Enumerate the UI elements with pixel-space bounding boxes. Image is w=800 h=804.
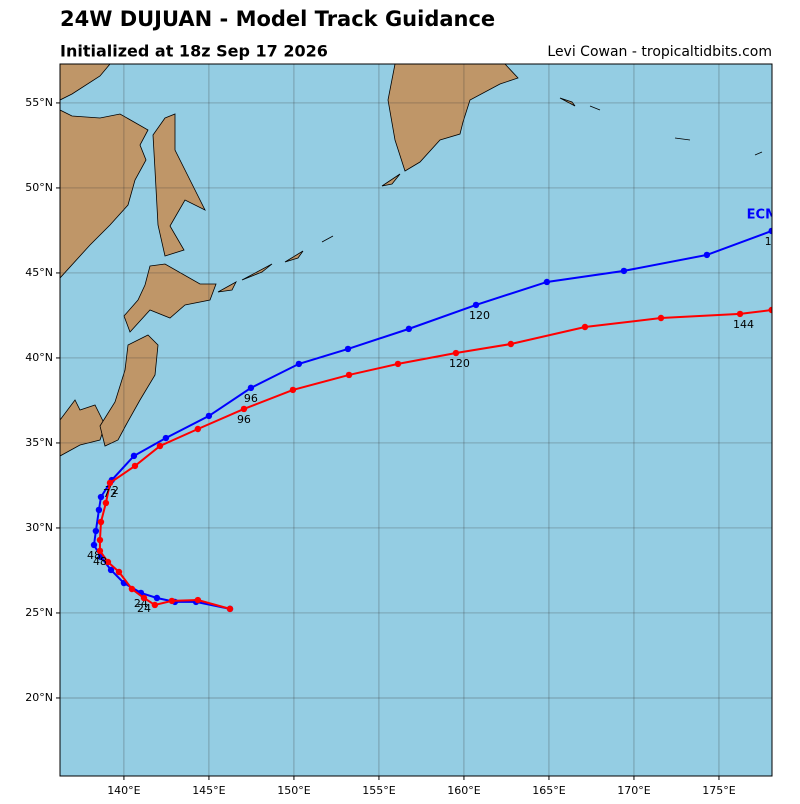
land bbox=[60, 64, 763, 457]
track-point bbox=[194, 596, 202, 604]
track-point bbox=[128, 585, 136, 593]
track-point bbox=[115, 568, 123, 576]
track-point bbox=[96, 547, 104, 555]
track-point bbox=[130, 452, 138, 460]
track-point bbox=[140, 594, 148, 602]
track-point bbox=[240, 405, 248, 413]
track-point bbox=[102, 499, 110, 507]
track-point bbox=[194, 425, 202, 433]
track-point bbox=[394, 360, 402, 368]
track-point bbox=[507, 340, 515, 348]
x-tick-label: 155°E bbox=[362, 784, 395, 797]
track-point bbox=[344, 345, 352, 353]
track-point bbox=[153, 594, 161, 602]
track-point bbox=[95, 506, 103, 514]
hour-label: 48 bbox=[93, 555, 107, 568]
hour-label: 144 bbox=[733, 318, 754, 331]
track-point bbox=[205, 412, 213, 420]
track-point bbox=[104, 558, 112, 566]
chart-title: 24W DUJUAN - Model Track Guidance bbox=[60, 7, 495, 31]
x-tick-label: 160°E bbox=[447, 784, 480, 797]
y-tick-label: 20°N bbox=[25, 691, 53, 704]
track-point bbox=[703, 251, 711, 259]
track-point bbox=[156, 442, 164, 450]
track-point bbox=[162, 434, 170, 442]
track-point bbox=[472, 301, 480, 309]
x-tick-label: 170°E bbox=[617, 784, 650, 797]
track-point bbox=[768, 227, 772, 235]
x-tick-label: 150°E bbox=[277, 784, 310, 797]
hour-label: 120 bbox=[449, 357, 470, 370]
track-point bbox=[247, 384, 255, 392]
hour-label: 72 bbox=[103, 487, 117, 500]
hour-label: 24 bbox=[137, 602, 151, 615]
track-point bbox=[405, 325, 413, 333]
y-tick-label: 25°N bbox=[25, 606, 53, 619]
x-tick-label: 145°E bbox=[192, 784, 225, 797]
track-point bbox=[581, 323, 589, 331]
y-tick-label: 55°N bbox=[25, 96, 53, 109]
track-point bbox=[657, 314, 665, 322]
hour-label: 96 bbox=[237, 413, 251, 426]
track-point bbox=[452, 349, 460, 357]
y-tick-label: 30°N bbox=[25, 521, 53, 534]
y-tick-label: 40°N bbox=[25, 351, 53, 364]
x-tick-label: 165°E bbox=[532, 784, 565, 797]
hour-label: 144 bbox=[765, 235, 786, 248]
hour-label: 96 bbox=[244, 392, 258, 405]
hour-label: 120 bbox=[469, 309, 490, 322]
track-point bbox=[620, 267, 628, 275]
track-point bbox=[106, 479, 114, 487]
track-point bbox=[736, 310, 744, 318]
x-tick-label: 140°E bbox=[107, 784, 140, 797]
track-point bbox=[168, 597, 176, 605]
track-point bbox=[131, 462, 139, 470]
track-point bbox=[768, 306, 772, 314]
track-point bbox=[92, 527, 100, 535]
track-point bbox=[96, 536, 104, 544]
series-label: ECMWF bbox=[747, 207, 800, 222]
plot-frame bbox=[59, 63, 773, 777]
chart-subtitle: Initialized at 18z Sep 17 2026 bbox=[60, 42, 328, 61]
track-point bbox=[97, 493, 105, 501]
track-point bbox=[90, 541, 98, 549]
y-tick-label: 50°N bbox=[25, 181, 53, 194]
track-point bbox=[543, 278, 551, 286]
x-tick-label: 175°E bbox=[702, 784, 735, 797]
track-point bbox=[107, 566, 115, 574]
track-point bbox=[289, 386, 297, 394]
track-point bbox=[97, 518, 105, 526]
track-point bbox=[226, 605, 234, 613]
y-tick-label: 45°N bbox=[25, 266, 53, 279]
track-point bbox=[345, 371, 353, 379]
grid bbox=[60, 64, 772, 776]
track-point bbox=[151, 601, 159, 609]
y-tick-label: 35°N bbox=[25, 436, 53, 449]
track-point bbox=[295, 360, 303, 368]
credit: Levi Cowan - tropicaltidbits.com bbox=[547, 44, 772, 60]
